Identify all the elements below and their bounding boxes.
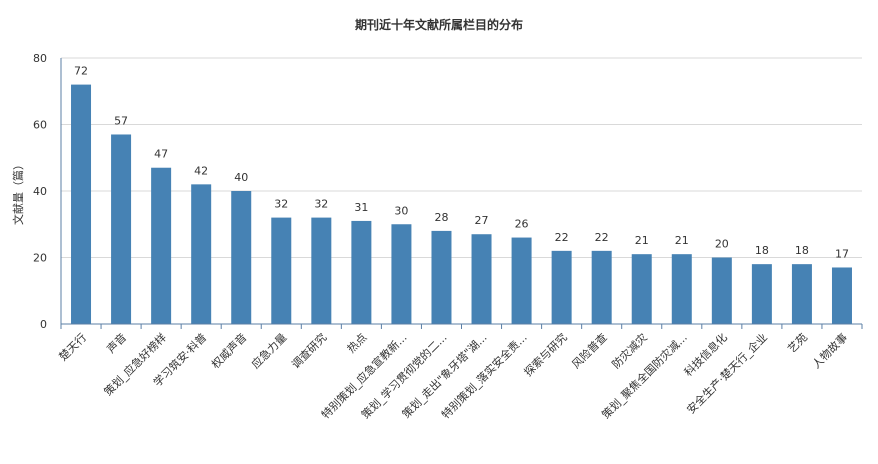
- bar[interactable]: [511, 237, 532, 324]
- y-tick-label: 80: [33, 52, 47, 65]
- x-tick-label: 声音: [104, 330, 129, 355]
- gridlines: [61, 57, 862, 258]
- data-label: 17: [835, 247, 849, 260]
- data-label: 40: [234, 171, 248, 184]
- chart-title: 期刊近十年文献所属栏目的分布: [355, 17, 523, 32]
- data-label: 28: [434, 211, 448, 224]
- data-label: 26: [515, 218, 529, 231]
- data-label: 20: [715, 238, 729, 251]
- data-label: 18: [755, 244, 769, 257]
- x-tick-label: 风险普查: [569, 330, 610, 371]
- data-label: 42: [194, 164, 208, 177]
- x-tick-label: 应急力量: [248, 330, 289, 371]
- bar[interactable]: [671, 254, 692, 324]
- bar[interactable]: [71, 84, 92, 324]
- y-axis-ticks: 0 20 40 60 80: [33, 52, 47, 331]
- y-tick-label: 40: [33, 185, 47, 198]
- data-label: 72: [74, 65, 88, 78]
- data-label: 21: [675, 234, 689, 247]
- axes: [60, 58, 862, 325]
- bar[interactable]: [111, 134, 132, 324]
- y-tick-label: 20: [33, 252, 47, 265]
- bar[interactable]: [231, 191, 252, 324]
- x-tick-label: 热点: [345, 331, 370, 356]
- x-tick-label: 防灾减灾: [609, 330, 650, 371]
- bar[interactable]: [391, 224, 412, 324]
- data-labels: 72 57 47 42 40 32 32 31 30 28 27 26 22 22 21 21 20 18 18 17: [74, 65, 849, 261]
- data-label: 31: [354, 201, 368, 214]
- x-tick-label: 楚天行: [56, 330, 89, 363]
- bar[interactable]: [351, 220, 372, 324]
- x-tick-label: 调查研究: [288, 330, 329, 371]
- bar[interactable]: [551, 250, 572, 324]
- bar[interactable]: [751, 264, 772, 324]
- bar[interactable]: [431, 230, 452, 324]
- bar[interactable]: [631, 254, 652, 324]
- bar[interactable]: [311, 217, 332, 324]
- bars: [71, 84, 852, 325]
- x-tick-label: 人物故事: [809, 330, 850, 371]
- data-label: 32: [314, 198, 328, 211]
- bar[interactable]: [711, 257, 732, 325]
- data-label: 57: [114, 114, 128, 127]
- bar[interactable]: [471, 234, 492, 324]
- bar[interactable]: [191, 184, 212, 324]
- bar[interactable]: [831, 267, 852, 324]
- data-label: 22: [595, 231, 609, 244]
- x-tick-label: 权威声音: [208, 330, 249, 371]
- y-tick-label: 0: [40, 318, 47, 331]
- data-label: 22: [555, 231, 569, 244]
- x-tick-label: 艺苑: [785, 331, 810, 356]
- y-tick-label: 60: [33, 119, 47, 132]
- data-label: 47: [154, 148, 168, 161]
- data-label: 18: [795, 244, 809, 257]
- bar[interactable]: [791, 264, 812, 324]
- y-axis-label: 文献量（篇）: [11, 159, 25, 225]
- data-label: 27: [475, 214, 489, 227]
- data-label: 30: [394, 204, 408, 217]
- bar[interactable]: [591, 250, 612, 324]
- bar[interactable]: [271, 217, 292, 324]
- x-tick-label: 探索与研究: [521, 330, 570, 379]
- data-label: 21: [635, 234, 649, 247]
- data-label: 32: [274, 198, 288, 211]
- bar[interactable]: [151, 167, 172, 324]
